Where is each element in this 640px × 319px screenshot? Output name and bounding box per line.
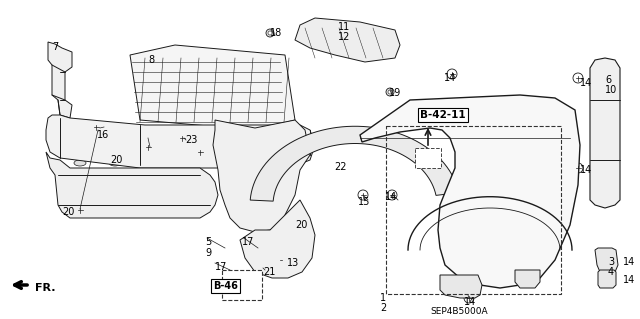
Ellipse shape <box>81 191 99 199</box>
Circle shape <box>228 273 232 277</box>
Circle shape <box>386 88 394 96</box>
Circle shape <box>387 190 397 200</box>
Circle shape <box>274 261 282 269</box>
Text: 20: 20 <box>295 220 307 230</box>
Ellipse shape <box>189 160 201 166</box>
Ellipse shape <box>109 160 121 166</box>
Ellipse shape <box>161 191 179 199</box>
Polygon shape <box>295 18 400 62</box>
Text: 11: 11 <box>338 22 350 32</box>
Circle shape <box>268 31 272 35</box>
Polygon shape <box>595 248 618 272</box>
Text: 18: 18 <box>270 28 282 38</box>
Text: 6: 6 <box>605 75 611 85</box>
Circle shape <box>91 122 101 132</box>
Circle shape <box>256 259 264 267</box>
Circle shape <box>289 254 291 256</box>
Polygon shape <box>213 120 310 232</box>
Bar <box>415 148 441 168</box>
Polygon shape <box>250 126 459 201</box>
Polygon shape <box>130 45 295 130</box>
Circle shape <box>266 29 274 37</box>
Circle shape <box>266 246 274 254</box>
Text: 5: 5 <box>205 237 211 247</box>
Text: 9: 9 <box>205 248 211 258</box>
Circle shape <box>573 163 583 173</box>
Text: 14: 14 <box>580 165 592 175</box>
Text: 3: 3 <box>608 257 614 267</box>
Polygon shape <box>598 270 616 288</box>
Circle shape <box>358 190 368 200</box>
Bar <box>386 126 561 294</box>
Text: 12: 12 <box>338 32 350 42</box>
Circle shape <box>258 261 262 265</box>
Text: FR.: FR. <box>35 283 56 293</box>
Polygon shape <box>46 152 218 218</box>
Circle shape <box>226 271 234 279</box>
Text: 17: 17 <box>215 262 227 272</box>
Text: B-46: B-46 <box>213 281 238 291</box>
Circle shape <box>276 263 280 266</box>
Circle shape <box>263 268 267 272</box>
Circle shape <box>240 283 244 287</box>
Text: 10: 10 <box>605 85 617 95</box>
Text: 21: 21 <box>263 267 275 277</box>
Ellipse shape <box>234 160 246 166</box>
Text: 19: 19 <box>389 88 401 98</box>
Polygon shape <box>440 275 482 298</box>
Circle shape <box>261 266 269 274</box>
Text: 22: 22 <box>334 162 346 172</box>
Circle shape <box>286 251 294 259</box>
Bar <box>222 270 262 300</box>
Polygon shape <box>46 115 315 168</box>
Circle shape <box>276 254 284 262</box>
Circle shape <box>75 205 85 215</box>
Circle shape <box>447 69 457 79</box>
Text: 20: 20 <box>110 155 122 165</box>
Text: 13: 13 <box>287 258 300 268</box>
Text: SEP4B5000A: SEP4B5000A <box>430 307 488 316</box>
Text: 2: 2 <box>380 303 387 313</box>
Circle shape <box>388 90 392 94</box>
Polygon shape <box>590 58 620 208</box>
Circle shape <box>573 73 583 83</box>
Ellipse shape <box>149 160 161 166</box>
Polygon shape <box>240 200 315 278</box>
Text: B-42-11: B-42-11 <box>420 110 466 120</box>
Text: 14: 14 <box>444 73 456 83</box>
Text: 17: 17 <box>242 237 254 247</box>
Text: 20: 20 <box>62 207 74 217</box>
Text: 14: 14 <box>464 297 476 307</box>
Circle shape <box>269 249 271 251</box>
Text: 23: 23 <box>185 135 197 145</box>
Circle shape <box>195 147 205 157</box>
Circle shape <box>238 281 246 289</box>
Circle shape <box>143 142 153 152</box>
Polygon shape <box>515 270 540 288</box>
Circle shape <box>177 133 187 143</box>
Circle shape <box>423 153 433 163</box>
Polygon shape <box>48 42 72 118</box>
Text: 1: 1 <box>380 293 386 303</box>
Text: 15: 15 <box>358 197 371 207</box>
Text: 4: 4 <box>608 267 614 277</box>
Text: 7: 7 <box>52 42 58 52</box>
Text: 8: 8 <box>148 55 154 65</box>
Text: 14: 14 <box>580 78 592 88</box>
Ellipse shape <box>121 191 139 199</box>
Ellipse shape <box>74 160 86 166</box>
Circle shape <box>464 293 474 303</box>
Text: 14: 14 <box>385 192 397 202</box>
Text: 14: 14 <box>623 275 636 285</box>
Polygon shape <box>360 95 580 288</box>
Circle shape <box>278 256 282 260</box>
Text: 16: 16 <box>97 130 109 140</box>
Text: 14: 14 <box>623 257 636 267</box>
